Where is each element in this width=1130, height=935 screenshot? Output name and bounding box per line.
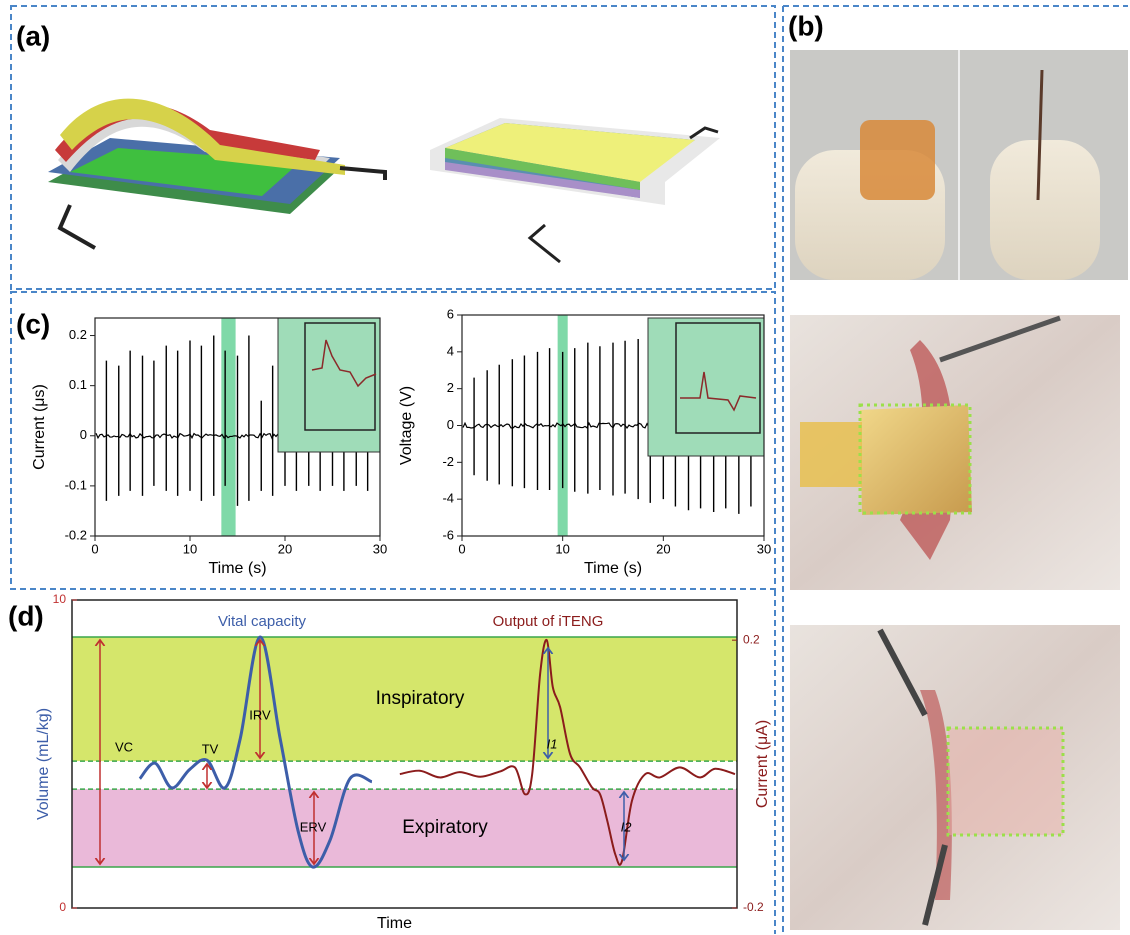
y-tick-label: 4 [447,343,454,358]
y-tick-label: 0 [80,427,87,442]
annotation: IRV [249,707,271,722]
y-tick-label: 6 [447,306,454,321]
annotation: VC [115,739,133,754]
photo-implanted-device [790,315,1120,590]
device-render-exploded [48,99,385,248]
y-tick-label: 2 [447,380,454,395]
series-title: Output of iTENG [493,613,604,630]
y-tick-label: -0.1 [65,477,87,492]
x-tick-label: 0 [458,541,465,556]
annotation: TV [202,741,219,756]
y-axis-label: Current (μs) [31,384,48,470]
y-tick-label: 0 [447,417,454,432]
y-tick-label: -2 [442,454,454,469]
x-tick-label: 30 [373,541,387,556]
panel-label: (b) [788,10,824,41]
x-axis-label: Time (s) [208,560,266,577]
x-tick-label: 10 [183,541,197,556]
x-tick-label: 20 [656,541,670,556]
photo-device-in-hand [790,50,1128,280]
annotation: I1 [547,736,558,751]
x-tick-label: 30 [757,541,771,556]
y2-tick-label: 0.2 [743,632,760,646]
panel-label: (d) [8,600,44,631]
x-tick-label: 0 [91,541,98,556]
x-tick-label: 20 [278,541,292,556]
y-tick-label: 10 [53,592,67,606]
x-axis-label: Time (s) [584,560,642,577]
y-axis-label: Voltage (V) [398,386,415,465]
y-tick-label: -4 [442,491,454,506]
inset [278,318,380,452]
highlight-band [221,318,235,536]
y-axis-label: Volume (mL/kg) [35,708,52,820]
band-label: Expiratory [402,817,488,838]
y-tick-label: 0.1 [69,377,87,392]
series-title: Vital capacity [218,613,307,630]
annotation: ERV [300,819,327,834]
x-axis-label: Time [377,915,412,932]
figure: (a) (b) (c) (d) [0,0,1130,935]
y2-tick-label: -0.2 [743,900,764,914]
device-render-assembled [430,118,720,262]
band-label: Inspiratory [376,688,465,709]
y2-axis-label: Current (μA) [754,720,771,808]
x-tick-label: 10 [555,541,569,556]
panel-label: (c) [16,308,50,339]
annotation: I2 [621,819,633,834]
y-tick-label: -6 [442,527,454,542]
panel-label: (a) [16,20,50,51]
y-tick-label: 0 [59,900,66,914]
photo-tissue-site [790,625,1120,930]
y-tick-label: 0.2 [69,327,87,342]
y-tick-label: -0.2 [65,527,87,542]
